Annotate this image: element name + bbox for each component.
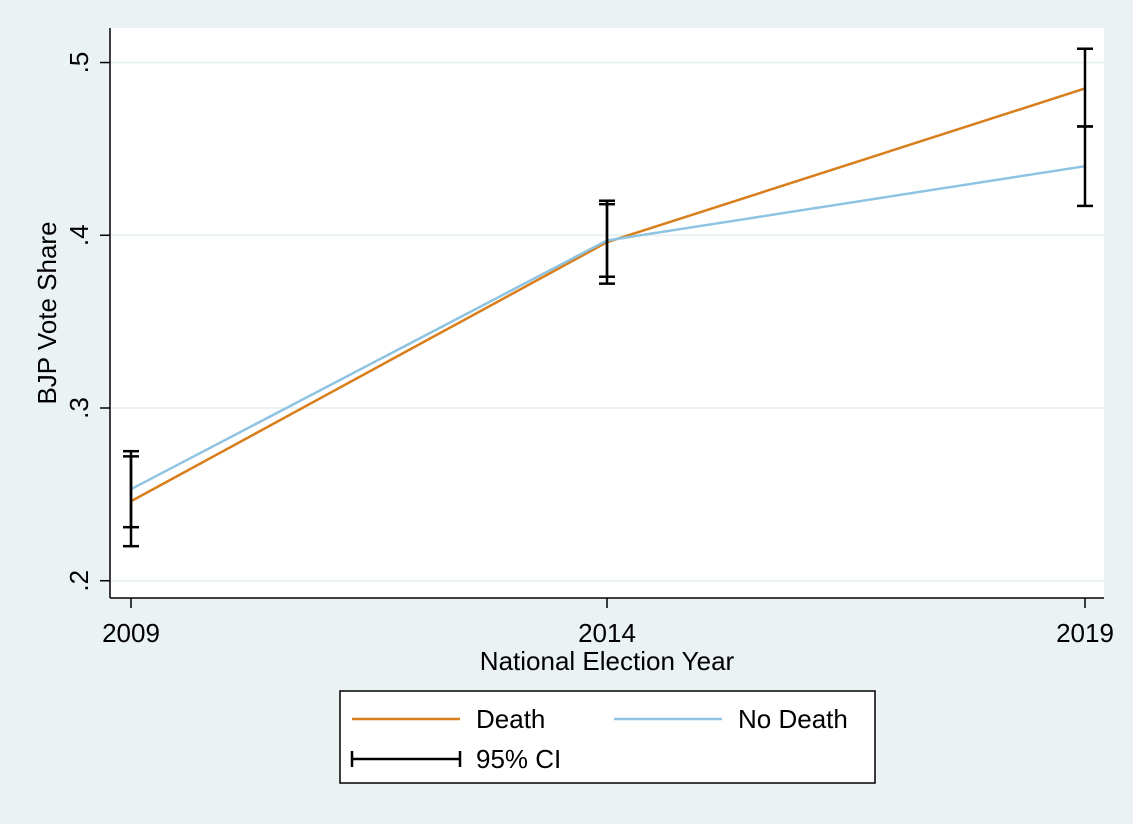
plot-area [110, 28, 1104, 598]
x-axis-title: National Election Year [480, 646, 735, 676]
y-tick-label: .3 [64, 397, 94, 419]
tick-marks: .2 .3 .4 .5 2009 2014 2019 [64, 52, 1114, 648]
legend-label-death: Death [476, 704, 545, 734]
legend-swatch-ci [350, 751, 462, 767]
y-axis-title: BJP Vote Share [32, 221, 62, 404]
ci-bar [123, 449, 139, 529]
legend-label-no-death: No Death [738, 704, 848, 734]
y-tick-label: .4 [64, 224, 94, 246]
legend-label-ci: 95% CI [476, 744, 561, 774]
legend-box [339, 690, 876, 784]
y-tick-label: .2 [64, 570, 94, 592]
ci-bar [599, 202, 615, 278]
x-tick-label: 2014 [578, 618, 636, 648]
y-tick-label: .5 [64, 52, 94, 74]
x-tick-label: 2019 [1056, 618, 1114, 648]
ci-bar [1077, 125, 1093, 208]
x-tick-label: 2009 [102, 618, 160, 648]
legend: Death No Death 95% CI [339, 690, 876, 784]
confidence-intervals [123, 47, 1093, 548]
